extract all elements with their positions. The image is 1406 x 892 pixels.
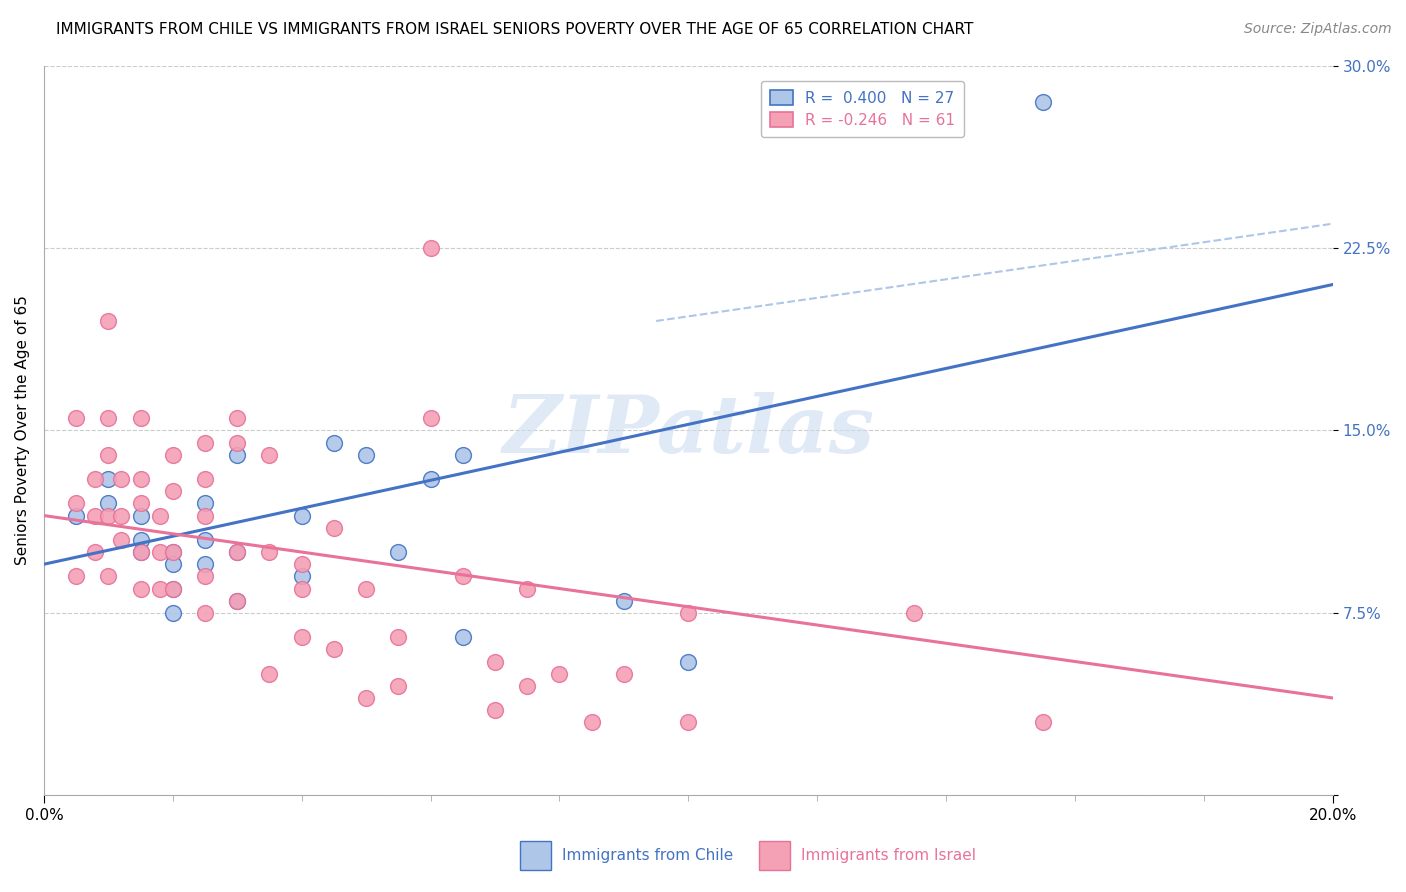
Point — [129, 582, 152, 596]
Point — [226, 545, 249, 559]
Point — [322, 435, 344, 450]
Point — [110, 508, 132, 523]
Point — [65, 411, 87, 425]
Point — [451, 630, 474, 644]
Point — [291, 508, 314, 523]
Point — [419, 472, 441, 486]
Point — [259, 545, 281, 559]
Point — [291, 558, 314, 572]
Point — [84, 508, 107, 523]
Point — [65, 569, 87, 583]
Point — [129, 472, 152, 486]
Point — [194, 558, 217, 572]
Point — [194, 533, 217, 547]
Point — [65, 496, 87, 510]
Point — [322, 521, 344, 535]
Point — [129, 545, 152, 559]
Point — [291, 569, 314, 583]
Point — [97, 314, 120, 328]
Point — [387, 679, 409, 693]
Point — [162, 558, 184, 572]
Point — [194, 606, 217, 620]
Point — [419, 241, 441, 255]
Point — [194, 569, 217, 583]
Point — [613, 593, 636, 607]
Point — [226, 448, 249, 462]
Point — [194, 496, 217, 510]
Point — [226, 435, 249, 450]
Point — [387, 630, 409, 644]
Point — [226, 545, 249, 559]
Point — [129, 533, 152, 547]
Point — [65, 508, 87, 523]
Point — [581, 715, 603, 730]
Point — [162, 582, 184, 596]
Text: Source: ZipAtlas.com: Source: ZipAtlas.com — [1244, 22, 1392, 37]
Point — [259, 448, 281, 462]
Point — [194, 472, 217, 486]
Point — [97, 448, 120, 462]
Point — [678, 715, 700, 730]
Point — [903, 606, 925, 620]
Point — [162, 606, 184, 620]
Point — [678, 606, 700, 620]
Text: Immigrants from Israel: Immigrants from Israel — [801, 848, 976, 863]
Text: ZIPatlas: ZIPatlas — [502, 392, 875, 469]
Text: IMMIGRANTS FROM CHILE VS IMMIGRANTS FROM ISRAEL SENIORS POVERTY OVER THE AGE OF : IMMIGRANTS FROM CHILE VS IMMIGRANTS FROM… — [56, 22, 973, 37]
Point — [97, 411, 120, 425]
Point — [194, 508, 217, 523]
Point — [149, 508, 172, 523]
Point — [1032, 95, 1054, 109]
Point — [484, 703, 506, 717]
Point — [84, 545, 107, 559]
Point — [226, 411, 249, 425]
Point — [97, 569, 120, 583]
Point — [451, 448, 474, 462]
Point — [97, 508, 120, 523]
Point — [354, 691, 377, 706]
Text: Immigrants from Chile: Immigrants from Chile — [562, 848, 734, 863]
Point — [613, 666, 636, 681]
Point — [129, 411, 152, 425]
Point — [451, 569, 474, 583]
Point — [291, 582, 314, 596]
Legend: R =  0.400   N = 27, R = -0.246   N = 61: R = 0.400 N = 27, R = -0.246 N = 61 — [761, 80, 965, 137]
Point — [129, 508, 152, 523]
Point — [149, 545, 172, 559]
Point — [1032, 715, 1054, 730]
Point — [162, 448, 184, 462]
Point — [129, 496, 152, 510]
Point — [291, 630, 314, 644]
Point — [387, 545, 409, 559]
Point — [194, 435, 217, 450]
Point — [484, 655, 506, 669]
Point — [149, 582, 172, 596]
Point — [226, 593, 249, 607]
Point — [129, 545, 152, 559]
Point — [226, 593, 249, 607]
Point — [84, 472, 107, 486]
Point — [678, 655, 700, 669]
Point — [162, 545, 184, 559]
Point — [97, 472, 120, 486]
Point — [162, 484, 184, 499]
Point — [354, 582, 377, 596]
Point — [322, 642, 344, 657]
Point — [419, 411, 441, 425]
Point — [110, 533, 132, 547]
Point — [516, 679, 538, 693]
Point — [259, 666, 281, 681]
Point — [548, 666, 571, 681]
Y-axis label: Seniors Poverty Over the Age of 65: Seniors Poverty Over the Age of 65 — [15, 295, 30, 566]
Point — [110, 472, 132, 486]
Point — [162, 545, 184, 559]
Point — [516, 582, 538, 596]
Point — [162, 582, 184, 596]
Point — [354, 448, 377, 462]
Point — [97, 496, 120, 510]
